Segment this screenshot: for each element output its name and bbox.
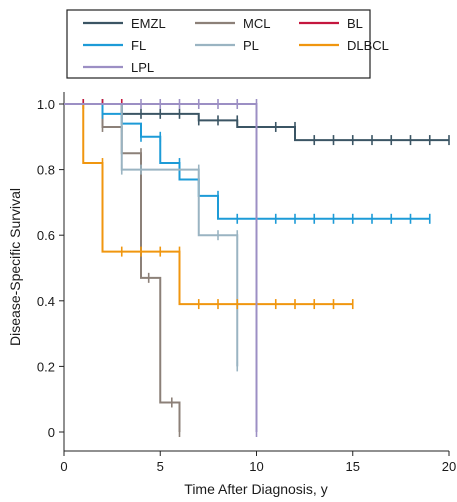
x-axis-label: Time After Diagnosis, y: [184, 481, 327, 497]
x-tick-label: 5: [157, 459, 164, 474]
x-tick-label: 10: [249, 459, 263, 474]
axes: 0 0.2 0.4 0.6 0.8 1.0 0 5 10 15 20: [37, 92, 456, 474]
x-tick-label: 0: [60, 459, 67, 474]
series-dlbcl: [64, 103, 354, 310]
legend-label-emzl: EMZL: [131, 16, 166, 31]
legend-label-dlbcl: DLBCL: [347, 38, 389, 53]
y-tick-label: 0.6: [37, 228, 55, 243]
x-tick-label: 15: [346, 459, 360, 474]
y-tick-label: 0.8: [37, 163, 55, 178]
series-lpl: [64, 99, 258, 437]
legend-label-bl: BL: [347, 16, 363, 31]
y-tick-label: 0: [48, 425, 55, 440]
legend-label-fl: FL: [131, 38, 146, 53]
y-tick-label: 1.0: [37, 97, 55, 112]
legend-label-pl: PL: [243, 38, 259, 53]
series-line-dlbcl: [64, 103, 353, 306]
legend-label-mcl: MCL: [243, 16, 270, 31]
legend-label-lpl: LPL: [131, 60, 154, 75]
y-tick-label: 0.2: [37, 359, 55, 374]
series-fl: [64, 103, 431, 224]
series-line-fl: [64, 103, 430, 220]
series-pl: [64, 103, 239, 372]
plot-area: [64, 99, 450, 437]
y-axis-label: Disease-Specific Survival: [7, 188, 23, 346]
series-line-pl: [64, 103, 239, 367]
x-tick-label: 20: [442, 459, 456, 474]
y-tick-label: 0.4: [37, 294, 55, 309]
legend: EMZL MCL BL FL PL DLBCL LPL: [66, 9, 389, 79]
